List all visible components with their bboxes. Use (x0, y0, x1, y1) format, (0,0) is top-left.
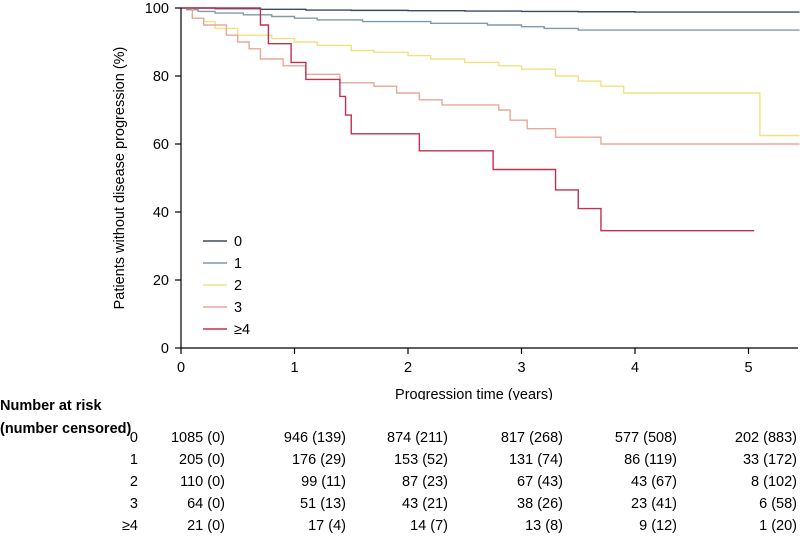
series-line-1 (181, 7, 800, 31)
risk-cell: 13 (8) (525, 518, 563, 534)
risk-cell: 21 (0) (187, 518, 225, 534)
series-group (181, 7, 800, 232)
series-line-ge4 (181, 7, 755, 232)
risk-cell: 577 (508) (614, 430, 677, 446)
risk-table-title: Number at risk (0, 398, 102, 414)
legend-label: 0 (234, 234, 242, 250)
x-axis-label: Progression time (years) (395, 387, 553, 400)
risk-cell: 110 (0) (180, 474, 225, 490)
risk-cell: 38 (26) (517, 496, 563, 512)
y-axis-label: Patients without disease progression (%) (112, 47, 128, 310)
risk-cell: 176 (29) (291, 452, 346, 468)
risk-cell: 205 (0) (179, 452, 225, 468)
risk-cell: 51 (13) (300, 496, 346, 512)
x-tick-label: 2 (404, 360, 412, 376)
x-tick-label: 3 (517, 360, 525, 376)
risk-cell: 946 (139) (283, 430, 346, 446)
legend: 0 1 2 3 ≥4 (203, 234, 250, 338)
y-tick-label: 100 (145, 1, 169, 17)
risk-cell: 131 (74) (508, 452, 563, 468)
risk-cell: 23 (41) (631, 496, 677, 512)
x-tick-label: 1 (290, 360, 298, 376)
risk-cell: 99 (11) (301, 474, 346, 490)
risk-cell: 87 (23) (402, 474, 448, 490)
risk-row-label: 1 (129, 452, 138, 468)
risk-cell: 6 (58) (759, 496, 797, 512)
y-tick-label: 40 (153, 205, 169, 221)
risk-cell: 67 (43) (517, 474, 563, 490)
series-line-3 (181, 7, 800, 145)
risk-cell: 1 (20) (759, 518, 797, 534)
risk-cell: 8 (102) (751, 474, 797, 490)
risk-cell: 43 (67) (631, 474, 677, 490)
y-tick-label: 80 (153, 69, 169, 85)
risk-row-label: 2 (129, 474, 138, 490)
risk-table-subtitle: (number censored) (0, 421, 132, 437)
series-line-2 (181, 7, 800, 137)
legend-label: 1 (234, 256, 242, 272)
y-tick-label: 60 (153, 137, 169, 153)
risk-cell: 33 (172) (742, 452, 797, 468)
risk-cell: 64 (0) (187, 496, 225, 512)
risk-cell: 9 (12) (639, 518, 677, 534)
legend-label: 3 (234, 300, 242, 316)
risk-cell: 1085 (0) (170, 430, 225, 446)
risk-row-label: 3 (129, 496, 138, 512)
risk-row-label: ≥4 (121, 518, 138, 534)
risk-cell: 153 (52) (393, 452, 448, 468)
x-tick-label: 0 (177, 360, 185, 376)
series-line-0 (181, 7, 800, 13)
risk-cell: 17 (4) (308, 518, 346, 534)
y-tick-label: 20 (153, 273, 169, 289)
x-tick-label: 4 (631, 360, 639, 376)
x-tick-label: 5 (744, 360, 752, 376)
risk-cell: 86 (119) (624, 452, 677, 468)
risk-cell: 14 (7) (410, 518, 448, 534)
risk-cell: 43 (21) (402, 496, 448, 512)
risk-cell: 202 (883) (734, 430, 797, 446)
risk-cell: 817 (268) (500, 430, 563, 446)
risk-cell: 874 (211) (387, 430, 448, 446)
legend-label: ≥4 (234, 322, 250, 338)
legend-label: 2 (234, 278, 242, 294)
y-tick-label: 0 (161, 341, 169, 357)
